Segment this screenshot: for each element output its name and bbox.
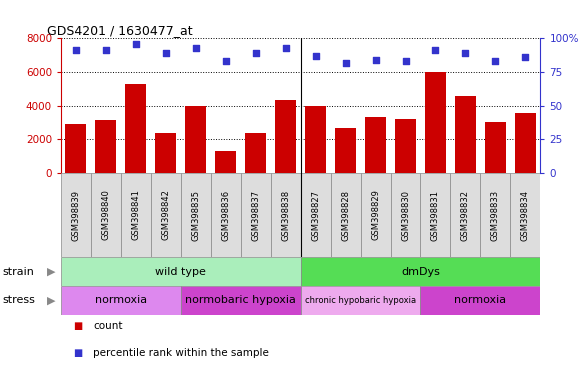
Text: GSM398831: GSM398831 [431,190,440,240]
Text: GSM398839: GSM398839 [71,190,81,240]
Text: normoxia: normoxia [95,295,147,306]
Bar [275,100,296,173]
Text: strain: strain [3,266,35,277]
Bar [301,286,421,315]
Bar [151,173,181,257]
Bar [480,173,510,257]
Bar [185,106,206,173]
Point [71,47,81,53]
Point [371,57,380,63]
Text: GSM398837: GSM398837 [251,189,260,241]
Bar [390,173,421,257]
Bar [61,173,91,257]
Bar [450,173,480,257]
Text: stress: stress [3,295,36,306]
Bar [245,133,266,173]
Text: GSM398829: GSM398829 [371,190,380,240]
Text: GSM398835: GSM398835 [191,190,200,240]
Text: wild type: wild type [155,266,206,277]
Point [161,50,170,56]
Text: normobaric hypoxia: normobaric hypoxia [185,295,296,306]
Bar [301,257,540,286]
Text: GSM398840: GSM398840 [102,190,110,240]
Bar [301,173,331,257]
Text: ■: ■ [73,348,82,358]
Point [221,58,231,64]
Bar [61,257,301,286]
Text: ▶: ▶ [47,295,55,306]
Text: GSM398828: GSM398828 [341,190,350,240]
Text: normoxia: normoxia [454,295,507,306]
Bar [61,286,181,315]
Point [521,54,530,60]
Point [191,45,200,51]
Text: GSM398832: GSM398832 [461,190,470,240]
Point [101,47,110,53]
Bar [515,113,536,173]
Text: GDS4201 / 1630477_at: GDS4201 / 1630477_at [46,24,192,37]
Bar [91,173,121,257]
Bar [181,173,211,257]
Point [341,60,350,66]
Text: percentile rank within the sample: percentile rank within the sample [93,348,269,358]
Text: GSM398833: GSM398833 [491,189,500,241]
Bar [216,151,236,173]
Text: GSM398842: GSM398842 [162,190,170,240]
Bar [485,122,506,173]
Bar [361,173,390,257]
Text: dmDys: dmDys [401,266,440,277]
Bar [510,173,540,257]
Bar [365,118,386,173]
Point [401,58,410,64]
Bar [395,119,416,173]
Bar [335,128,356,173]
Bar [181,286,301,315]
Point [431,47,440,53]
Bar [331,173,361,257]
Bar [125,84,146,173]
Bar [66,124,87,173]
Text: GSM398836: GSM398836 [221,189,230,241]
Bar [305,106,326,173]
Point [491,58,500,64]
Point [251,50,260,56]
Text: ■: ■ [73,321,82,331]
Bar [271,173,301,257]
Point [281,45,290,51]
Bar [421,173,450,257]
Text: GSM398838: GSM398838 [281,189,290,241]
Text: count: count [93,321,123,331]
Text: GSM398830: GSM398830 [401,190,410,240]
Point [311,53,320,59]
Bar [95,120,116,173]
Text: chronic hypobaric hypoxia: chronic hypobaric hypoxia [305,296,416,305]
Bar [121,173,151,257]
Text: GSM398841: GSM398841 [131,190,141,240]
Bar [241,173,271,257]
Bar [211,173,241,257]
Bar [155,133,177,173]
Text: GSM398827: GSM398827 [311,190,320,240]
Point [461,50,470,56]
Point [131,41,141,47]
Bar [455,96,476,173]
Bar [421,286,540,315]
Text: GSM398834: GSM398834 [521,190,530,240]
Bar [425,72,446,173]
Text: ▶: ▶ [47,266,55,277]
